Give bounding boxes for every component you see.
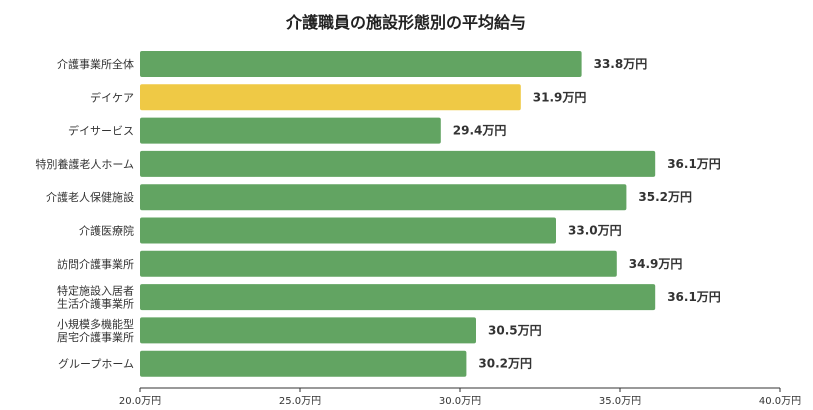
category-label: 居宅介護事業所 <box>57 330 134 344</box>
x-tick-label: 30.0万円 <box>439 396 481 407</box>
bar-value-label: 29.4万円 <box>453 124 507 138</box>
category-label: 訪問介護事業所 <box>57 257 134 271</box>
category-label: デイケア <box>90 90 134 104</box>
bar-value-label: 30.5万円 <box>488 323 542 337</box>
category-label: 生活介護事業所 <box>57 297 134 311</box>
x-axis-ticks: 20.0万円 25.0万円 30.0万円 35.0万円 40.0万円 <box>119 388 801 407</box>
category-label: 介護事業所全体 <box>57 57 134 71</box>
bar <box>140 217 556 244</box>
bar <box>140 84 521 111</box>
x-tick-label: 20.0万円 <box>119 396 161 407</box>
bar <box>140 350 467 377</box>
bar <box>140 284 656 311</box>
category-label: 介護医療院 <box>79 224 134 238</box>
bar-value-label: 35.2万円 <box>638 190 692 204</box>
bar <box>140 117 441 144</box>
x-tick-label: 35.0万円 <box>599 396 641 407</box>
bar <box>140 317 476 344</box>
category-label: グループホーム <box>58 357 134 371</box>
bar <box>140 250 617 277</box>
bar-value-label: 33.0万円 <box>568 224 622 238</box>
category-label: 特定施設入居者 <box>57 284 134 298</box>
bar-value-label: 36.1万円 <box>667 157 721 171</box>
bar-value-label: 30.2万円 <box>478 357 532 371</box>
x-tick-label: 25.0万円 <box>279 396 321 407</box>
bar <box>140 184 627 211</box>
category-label: デイサービス <box>68 124 134 138</box>
chart-title: 介護職員の施設形態別の平均給与 <box>285 13 526 32</box>
category-label: 特別養護老人ホーム <box>35 157 134 171</box>
bar-value-label: 33.8万円 <box>594 57 648 71</box>
value-labels: 33.8万円 31.9万円 29.4万円 36.1万円 35.2万円 33.0万円 34.9… <box>453 57 721 371</box>
bar-value-label: 31.9万円 <box>533 90 587 104</box>
bar <box>140 150 656 177</box>
x-tick-label: 40.0万円 <box>759 396 801 407</box>
category-label: 介護老人保健施設 <box>46 190 134 204</box>
bar-value-label: 36.1万円 <box>667 290 721 304</box>
bars-group <box>140 51 656 377</box>
bar-value-label: 34.9万円 <box>629 257 683 271</box>
category-labels: 介護事業所全体デイケアデイサービス特別養護老人ホーム介護老人保健施設介護医療院訪… <box>35 57 134 371</box>
bar <box>140 51 582 77</box>
category-label: 小規模多機能型 <box>57 317 134 331</box>
